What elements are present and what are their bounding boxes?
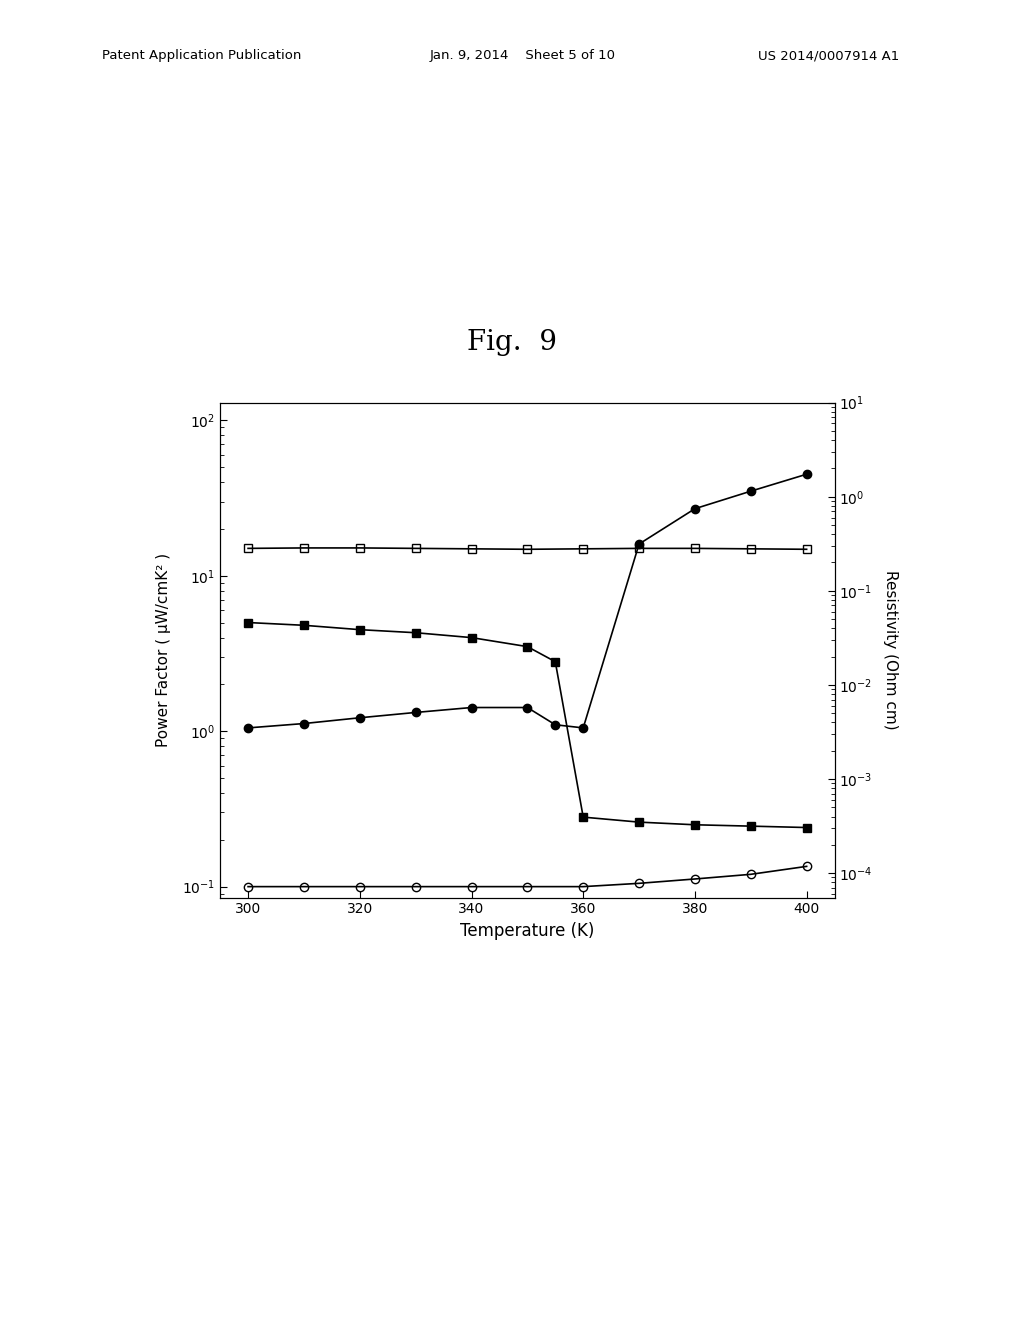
Text: US 2014/0007914 A1: US 2014/0007914 A1 [758, 49, 899, 62]
Text: Patent Application Publication: Patent Application Publication [102, 49, 302, 62]
Text: Fig.  9: Fig. 9 [467, 329, 557, 356]
X-axis label: Temperature (K): Temperature (K) [460, 921, 595, 940]
Y-axis label: Power Factor ( μW/cmK² ): Power Factor ( μW/cmK² ) [156, 553, 171, 747]
Y-axis label: Resistivity (Ohm cm): Resistivity (Ohm cm) [883, 570, 898, 730]
Text: Jan. 9, 2014    Sheet 5 of 10: Jan. 9, 2014 Sheet 5 of 10 [430, 49, 616, 62]
